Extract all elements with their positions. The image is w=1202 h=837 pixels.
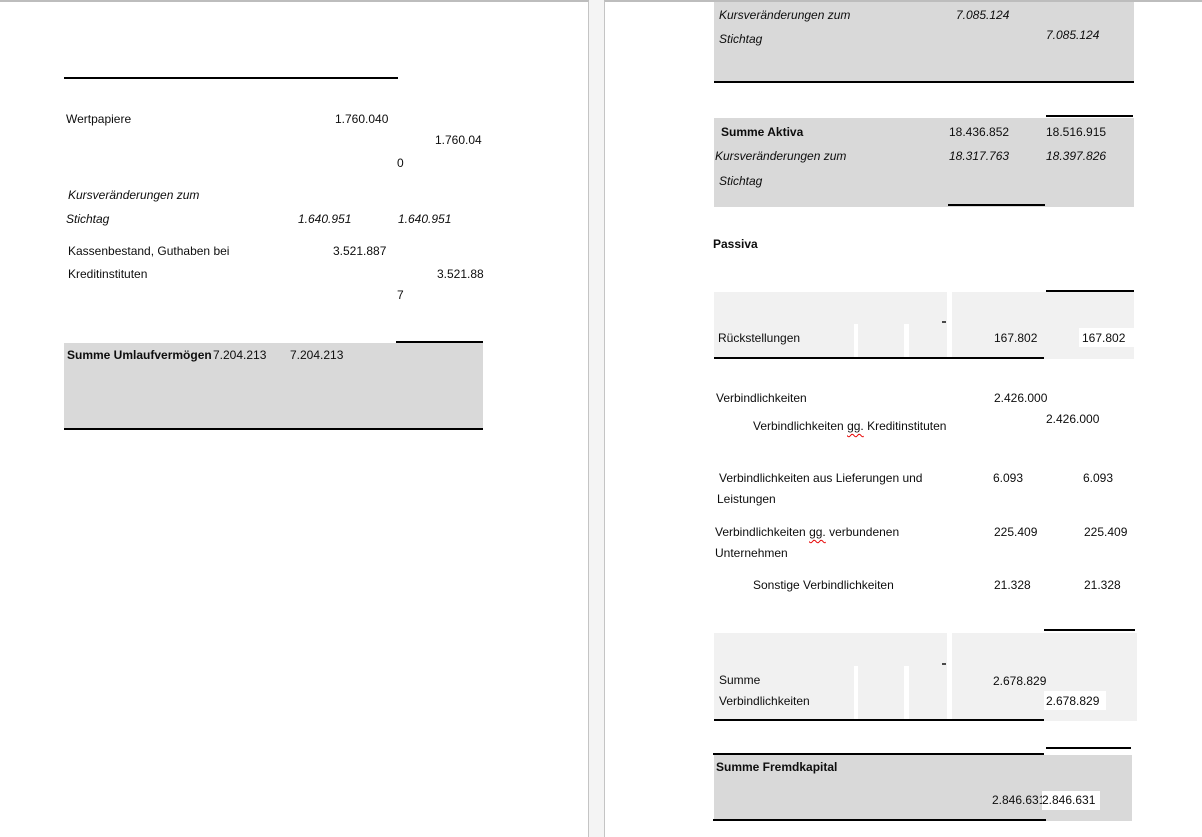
row-wertpapiere-value2-line1: 1.760.04	[435, 133, 482, 147]
summe-fremdkapital-value2: 2.846.631	[1042, 793, 1096, 807]
row-kassenbestand-value2-line1: 3.521.88	[437, 267, 484, 281]
rule-below-summe-fremdkapital	[713, 819, 1046, 821]
stray-mark	[942, 321, 946, 323]
sonstige-label: Sonstige Verbindlichkeiten	[753, 578, 894, 592]
table-rule-top	[64, 77, 398, 79]
label-text: Verbindlichkeiten	[753, 419, 848, 433]
verb-verbundene-line1: Verbindlichkeiten gg. verbundenen	[715, 525, 899, 539]
summe-aktiva-kurs-value2: 18.397.826	[1046, 149, 1107, 163]
summe-verbindlichkeiten-line2: Verbindlichkeiten	[719, 694, 810, 708]
cell-separator	[904, 666, 909, 721]
highlight-chip	[1042, 791, 1100, 810]
rueckstellungen-box	[714, 292, 1134, 359]
cell-separator	[904, 324, 909, 359]
summe-aktiva-box	[714, 118, 1134, 207]
rule-below-summe-verbindlichkeiten	[714, 719, 1044, 721]
cell-separator	[947, 633, 952, 721]
summe-aktiva-kurs-value1: 18.317.763	[949, 149, 1010, 163]
summe-aktiva-label: Summe Aktiva	[721, 125, 804, 139]
verb-verbundene-value2: 225.409	[1084, 525, 1128, 539]
rule-above-summe-fremdkapital-col1	[713, 753, 1044, 755]
misspelled-word: gg.	[809, 525, 826, 539]
rule-above-summe-fremdkapital-col2	[1046, 747, 1131, 749]
label-text: Verbindlichkeiten	[715, 525, 810, 539]
passiva-heading: Passiva	[713, 237, 758, 251]
summe-fremdkapital-label: Summe Fremdkapital	[716, 760, 838, 774]
row-wertpapiere-value1: 1.760.040	[335, 112, 389, 126]
sonstige-value2: 21.328	[1084, 578, 1121, 592]
kurs-top-value1: 7.085.124	[956, 8, 1010, 22]
rule-above-summe-verbindlichkeiten-col2	[1044, 629, 1135, 631]
verb-lieferungen-line1: Verbindlichkeiten aus Lieferungen und	[719, 471, 923, 485]
label-text: Kreditinstituten	[863, 419, 947, 433]
verbindlichkeiten-label: Verbindlichkeiten	[716, 391, 807, 405]
summe-verbindlichkeiten-value2: 2.678.829	[1046, 694, 1100, 708]
summe-aktiva-value2: 18.516.915	[1046, 125, 1107, 139]
rueckstellungen-value1: 167.802	[994, 331, 1038, 345]
summe-aktiva-value1: 18.436.852	[949, 125, 1010, 139]
row-kassenbestand-line1: Kassenbestand, Guthaben bei	[68, 244, 230, 258]
verb-verbundene-line2: Unternehmen	[715, 546, 788, 560]
verb-gg-kreditinstituten-label: Verbindlichkeiten gg. Kreditinstituten	[753, 419, 946, 433]
kurs-top-line1: Kursveränderungen zum	[719, 8, 851, 22]
summe-umlaufvermoegen-value1: 7.204.213	[213, 348, 267, 362]
row-wertpapiere-value2-line2: 0	[397, 156, 404, 170]
row-kassenbestand-value1: 3.521.887	[333, 244, 387, 258]
rule-below-summe-aktiva-col1	[948, 204, 1045, 206]
summe-umlaufvermoegen-value2: 7.204.213	[290, 348, 344, 362]
kurs-top-box	[714, 2, 1134, 83]
sonstige-value1: 21.328	[994, 578, 1031, 592]
misspelled-word: gg.	[847, 419, 864, 433]
verb-lieferungen-value2: 6.093	[1083, 471, 1114, 485]
rueckstellungen-label: Rückstellungen	[718, 331, 801, 345]
row-kassenbestand-line2: Kreditinstituten	[68, 267, 148, 281]
verb-verbundene-value1: 225.409	[994, 525, 1038, 539]
cell-separator	[947, 292, 952, 359]
row-kurs-line1: Kursveränderungen zum	[68, 188, 200, 202]
verb-gg-kreditinstituten-value2: 2.426.000	[1046, 412, 1100, 426]
row-kassenbestand-value2-line2: 7	[397, 288, 404, 302]
verb-lieferungen-value1: 6.093	[993, 471, 1024, 485]
cell-separator	[854, 324, 858, 359]
highlight-chip	[1044, 691, 1106, 710]
highlight-chip	[1079, 328, 1135, 347]
rule-above-summe-aktiva-col2	[1046, 115, 1133, 117]
rule-below-rueckstellungen	[714, 357, 1044, 359]
summe-aktiva-kurs-line1: Kursveränderungen zum	[715, 149, 847, 163]
row-wertpapiere-label: Wertpapiere	[66, 112, 132, 126]
summe-fremdkapital-box	[714, 755, 1132, 821]
document-page-right[interactable]: Kursveränderungen zum 7.085.124 Stichtag…	[604, 0, 1202, 837]
document-page-left[interactable]: Wertpapiere 1.760.040 1.760.04 0 Kursver…	[0, 0, 589, 837]
kurs-top-line2: Stichtag	[719, 32, 763, 46]
label-text: verbundenen	[825, 525, 900, 539]
rule-above-rueckstellungen-col2	[1046, 290, 1134, 292]
summe-verbindlichkeiten-value1: 2.678.829	[993, 674, 1047, 688]
cell-separator	[854, 666, 858, 721]
summe-aktiva-kurs-line2: Stichtag	[719, 174, 763, 188]
verbindlichkeiten-value1: 2.426.000	[994, 391, 1048, 405]
row-kurs-line2: Stichtag	[66, 212, 110, 226]
row-kurs-value2: 1.640.951	[398, 212, 452, 226]
kurs-top-value2: 7.085.124	[1046, 28, 1100, 42]
summe-verbindlichkeiten-line1: Summe	[719, 673, 761, 687]
rule-above-summe-umlaufvermoegen	[396, 341, 483, 343]
summe-umlaufvermoegen-box	[64, 343, 483, 430]
summe-umlaufvermoegen-label: Summe Umlaufvermögen	[67, 348, 212, 362]
row-kurs-value1: 1.640.951	[298, 212, 352, 226]
verb-lieferungen-line2: Leistungen	[717, 492, 776, 506]
stray-mark	[942, 663, 946, 665]
rueckstellungen-value2: 167.802	[1082, 331, 1126, 345]
summe-fremdkapital-value1: 2.846.631	[992, 793, 1046, 807]
